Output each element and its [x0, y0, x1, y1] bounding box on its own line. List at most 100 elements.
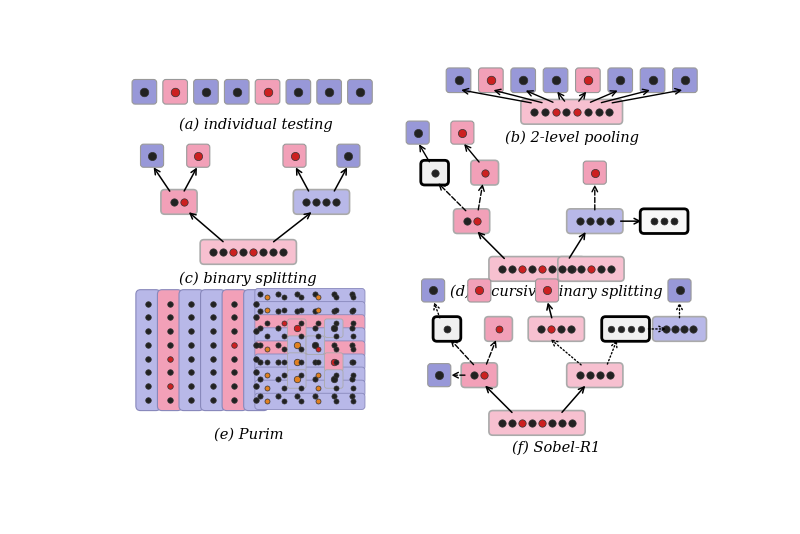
- Point: [496, 265, 509, 273]
- Point: [589, 168, 602, 177]
- Point: [167, 198, 180, 206]
- Point: [250, 368, 262, 376]
- Point: [250, 313, 262, 321]
- Point: [267, 248, 280, 256]
- FancyBboxPatch shape: [225, 80, 249, 104]
- Point: [614, 76, 626, 84]
- Point: [565, 325, 578, 333]
- Point: [473, 286, 486, 295]
- Point: [329, 371, 342, 380]
- Point: [254, 391, 266, 400]
- Point: [678, 325, 690, 333]
- Point: [217, 248, 230, 256]
- Point: [496, 419, 509, 427]
- Text: (c) binary splitting: (c) binary splitting: [179, 271, 317, 286]
- FancyBboxPatch shape: [558, 256, 624, 281]
- Point: [206, 396, 219, 404]
- Point: [163, 354, 176, 363]
- Point: [583, 217, 596, 225]
- Point: [329, 318, 342, 327]
- FancyBboxPatch shape: [161, 190, 197, 214]
- Point: [206, 368, 219, 376]
- Point: [278, 397, 290, 406]
- FancyBboxPatch shape: [286, 80, 310, 104]
- Point: [329, 345, 342, 354]
- Point: [346, 305, 359, 314]
- FancyBboxPatch shape: [287, 336, 306, 355]
- Point: [506, 265, 518, 273]
- Point: [592, 107, 605, 116]
- Point: [142, 341, 154, 349]
- FancyBboxPatch shape: [141, 144, 164, 167]
- Point: [687, 325, 700, 333]
- Point: [261, 318, 274, 327]
- Point: [261, 397, 274, 406]
- FancyBboxPatch shape: [200, 240, 297, 264]
- Point: [192, 152, 205, 160]
- FancyBboxPatch shape: [511, 68, 535, 92]
- Point: [545, 325, 558, 333]
- Point: [228, 313, 241, 321]
- Point: [604, 325, 617, 333]
- Point: [206, 354, 219, 363]
- FancyBboxPatch shape: [406, 121, 430, 144]
- Point: [250, 396, 262, 404]
- Point: [603, 217, 616, 225]
- Point: [250, 354, 262, 363]
- Point: [468, 371, 481, 380]
- Point: [433, 371, 446, 380]
- Point: [295, 397, 308, 406]
- Point: [346, 324, 358, 333]
- FancyBboxPatch shape: [348, 80, 372, 104]
- Point: [163, 368, 176, 376]
- FancyBboxPatch shape: [608, 68, 633, 92]
- Point: [536, 419, 549, 427]
- Point: [261, 332, 274, 340]
- Point: [441, 325, 454, 333]
- Point: [603, 107, 616, 116]
- Point: [142, 382, 154, 390]
- FancyBboxPatch shape: [566, 209, 623, 233]
- Point: [169, 88, 182, 96]
- Point: [329, 305, 342, 314]
- FancyBboxPatch shape: [136, 289, 161, 411]
- Point: [272, 358, 285, 366]
- Text: (b) 2-level pooling: (b) 2-level pooling: [505, 130, 638, 145]
- Point: [261, 371, 274, 380]
- Point: [456, 128, 469, 137]
- FancyBboxPatch shape: [446, 68, 471, 92]
- Point: [312, 292, 325, 301]
- Point: [278, 332, 290, 340]
- Point: [329, 332, 342, 340]
- Point: [516, 419, 529, 427]
- Point: [312, 345, 325, 354]
- Point: [254, 341, 266, 349]
- Point: [142, 327, 154, 335]
- Point: [261, 358, 274, 366]
- Point: [659, 325, 672, 333]
- Point: [527, 107, 540, 116]
- Point: [185, 382, 198, 390]
- Point: [526, 419, 538, 427]
- Point: [310, 198, 323, 206]
- Point: [322, 88, 335, 96]
- Point: [327, 358, 340, 366]
- Point: [261, 345, 274, 354]
- FancyBboxPatch shape: [640, 209, 688, 233]
- Point: [247, 248, 260, 256]
- Point: [146, 152, 158, 160]
- FancyBboxPatch shape: [337, 144, 360, 167]
- Point: [228, 327, 241, 335]
- FancyBboxPatch shape: [255, 341, 365, 357]
- Point: [485, 76, 498, 84]
- Point: [228, 299, 241, 308]
- FancyBboxPatch shape: [422, 279, 445, 302]
- Point: [206, 382, 219, 390]
- Point: [541, 286, 554, 295]
- Point: [290, 307, 303, 316]
- FancyBboxPatch shape: [287, 319, 306, 337]
- Point: [506, 419, 518, 427]
- Point: [199, 88, 212, 96]
- FancyBboxPatch shape: [201, 289, 226, 411]
- Point: [295, 332, 308, 340]
